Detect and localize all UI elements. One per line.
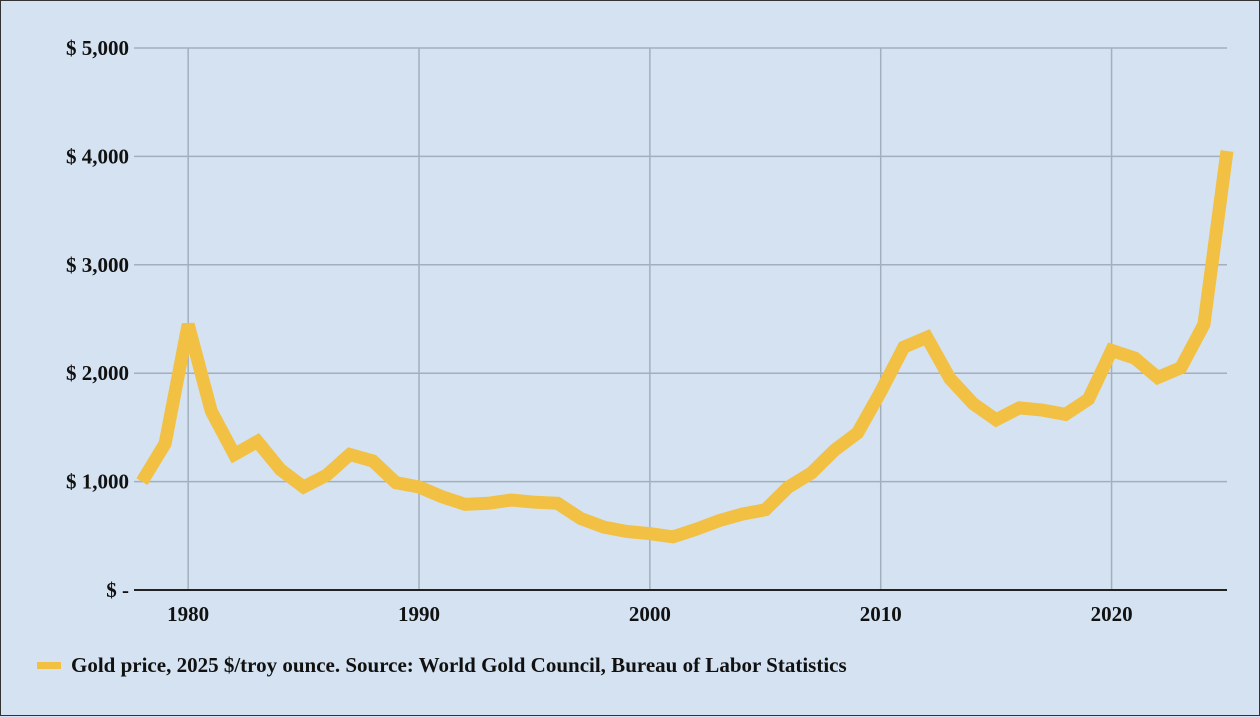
x-tick-label: 2010 <box>860 602 902 626</box>
y-tick-label: $ 4,000 <box>66 144 129 168</box>
legend-swatch <box>37 662 61 669</box>
x-tick-label: 2020 <box>1091 602 1133 626</box>
legend: Gold price, 2025 $/troy ounce. Source: W… <box>37 653 847 678</box>
y-tick-label: $ 3,000 <box>66 253 129 277</box>
y-tick-label: $ 1,000 <box>66 470 129 494</box>
x-tick-label: 1980 <box>167 602 209 626</box>
y-tick-label: $ 5,000 <box>66 36 129 60</box>
x-tick-label: 1990 <box>398 602 440 626</box>
y-tick-label: $ 2,000 <box>66 361 129 385</box>
x-tick-label: 2000 <box>629 602 671 626</box>
series-line <box>142 151 1227 537</box>
legend-label: Gold price, 2025 $/troy ounce. Source: W… <box>71 653 847 678</box>
y-tick-label: $ - <box>106 578 129 602</box>
